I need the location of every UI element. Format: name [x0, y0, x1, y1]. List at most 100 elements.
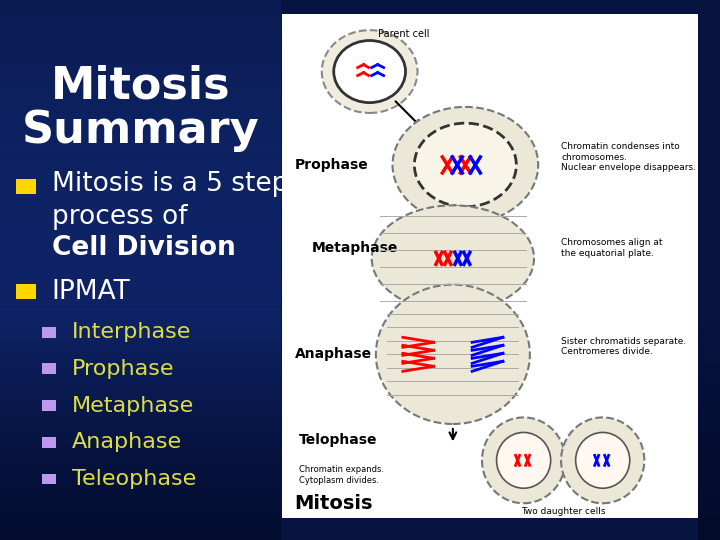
FancyBboxPatch shape	[282, 14, 698, 518]
Bar	[0, 348, 281, 351]
Bar	[0, 289, 281, 292]
Bar	[0, 124, 281, 127]
Bar	[0, 54, 281, 59]
Bar	[0, 81, 281, 86]
Bar	[0, 383, 281, 389]
Bar	[0, 38, 281, 43]
Bar	[0, 351, 281, 354]
Bar	[0, 157, 281, 162]
Bar	[0, 284, 281, 286]
Bar	[0, 189, 281, 192]
Bar	[0, 421, 281, 424]
Bar	[0, 378, 281, 383]
Bar	[698, 329, 720, 335]
Bar	[0, 437, 281, 440]
Bar	[0, 89, 281, 92]
Bar	[0, 259, 281, 265]
Text: Mitosis: Mitosis	[294, 494, 373, 514]
Bar	[0, 162, 281, 165]
Bar	[0, 329, 281, 335]
Bar	[698, 378, 720, 383]
Bar	[698, 475, 720, 481]
Bar	[0, 51, 281, 54]
Bar	[698, 367, 720, 373]
Bar	[0, 451, 281, 454]
Bar	[698, 513, 720, 518]
Bar	[0, 0, 281, 3]
Text: Two daughter cells: Two daughter cells	[521, 507, 606, 516]
Bar	[0, 305, 281, 308]
Ellipse shape	[415, 123, 516, 207]
Bar	[0, 78, 281, 81]
Bar	[0, 32, 281, 35]
Bar	[0, 286, 281, 289]
Bar	[698, 351, 720, 356]
Bar	[42, 437, 56, 448]
Bar	[0, 186, 281, 189]
Bar	[0, 526, 281, 529]
Bar	[0, 265, 281, 270]
Bar	[0, 221, 281, 224]
Bar	[0, 410, 281, 416]
Bar	[0, 513, 281, 518]
Ellipse shape	[334, 40, 405, 103]
Bar	[0, 502, 281, 508]
Bar	[0, 373, 281, 375]
Bar	[0, 270, 281, 275]
Text: Anaphase: Anaphase	[294, 347, 372, 361]
Bar	[698, 389, 720, 394]
Bar	[0, 84, 281, 86]
Bar	[698, 410, 720, 416]
Bar	[0, 313, 281, 316]
Bar	[0, 27, 281, 32]
Bar	[0, 405, 281, 410]
Bar	[0, 243, 281, 248]
Bar	[0, 459, 281, 462]
Ellipse shape	[482, 417, 565, 503]
Bar	[0, 497, 281, 502]
Bar	[0, 281, 281, 284]
Bar	[698, 529, 720, 535]
Ellipse shape	[561, 417, 644, 503]
Bar	[0, 165, 281, 167]
Bar	[0, 405, 281, 408]
Bar	[0, 200, 281, 202]
Bar	[0, 92, 281, 94]
Bar	[0, 108, 281, 113]
Bar	[0, 437, 281, 443]
Bar	[0, 70, 281, 73]
Bar	[0, 73, 281, 76]
Bar	[698, 356, 720, 362]
Bar	[0, 483, 281, 486]
Bar	[0, 502, 281, 505]
Bar	[0, 500, 281, 502]
Bar	[0, 389, 281, 394]
Bar	[0, 173, 281, 176]
Text: Sister chromatids separate.
Centromeres divide.: Sister chromatids separate. Centromeres …	[561, 336, 686, 356]
Bar	[0, 113, 281, 119]
Bar	[698, 394, 720, 400]
Bar	[698, 340, 720, 346]
Bar	[0, 346, 281, 348]
Bar	[0, 97, 281, 100]
Bar	[0, 49, 281, 54]
Bar	[0, 76, 281, 81]
Bar	[0, 254, 281, 256]
Bar	[0, 111, 281, 113]
Bar	[0, 49, 281, 51]
Bar	[0, 456, 281, 459]
Bar	[0, 367, 281, 373]
Bar	[0, 194, 281, 200]
Bar	[0, 184, 281, 189]
Bar	[0, 208, 281, 211]
Bar	[0, 359, 281, 362]
Bar	[0, 140, 281, 143]
Bar	[0, 176, 281, 178]
Bar	[0, 148, 281, 151]
Bar	[0, 238, 281, 243]
Bar	[0, 470, 281, 475]
Bar	[0, 81, 281, 84]
Bar	[698, 432, 720, 437]
Bar	[0, 248, 281, 254]
Text: Chromosomes align at
the equatorial plate.: Chromosomes align at the equatorial plat…	[561, 238, 662, 258]
